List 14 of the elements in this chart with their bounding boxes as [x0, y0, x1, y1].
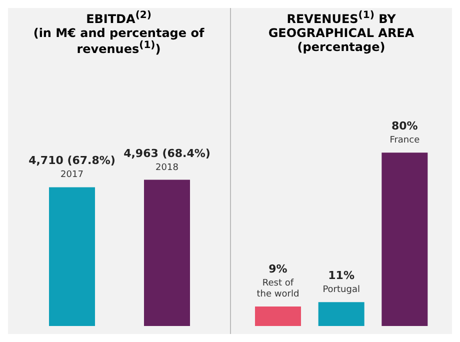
- data-label: 4,963 (68.4%): [123, 146, 210, 160]
- chart-title: REVENUES$^{(1)}$ BY GEOGRAPHICAL AREA: [267, 10, 416, 40]
- x-tick-label: France: [390, 136, 420, 146]
- x-tick-label: 2017: [60, 170, 84, 180]
- chart-subtitle: (percentage): [296, 40, 386, 54]
- x-tick-label: 2018: [155, 162, 178, 173]
- x-tick-label: Portugal: [322, 285, 360, 296]
- x-tick-label: Rest of the world: [257, 278, 300, 300]
- chart-subtitle: (in M€ and percentage of revenues$^{(1)}$): [32, 26, 206, 56]
- data-label: 4,710 (67.8%): [28, 154, 116, 168]
- data-label: 11%: [328, 269, 355, 282]
- chart-title: EBITDA$^{(2)}$: [85, 10, 152, 26]
- data-label: 80%: [392, 120, 418, 133]
- data-label: 9%: [268, 262, 288, 276]
